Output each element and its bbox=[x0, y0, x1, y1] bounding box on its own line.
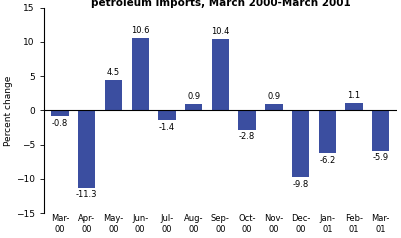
Text: -1.4: -1.4 bbox=[159, 123, 175, 132]
Text: -11.3: -11.3 bbox=[76, 190, 97, 199]
Bar bbox=[158, 110, 176, 120]
Bar bbox=[345, 103, 363, 110]
Bar bbox=[132, 38, 149, 110]
Title: Over-the-month percent change in price index for
petroleum imports, March 2000-M: Over-the-month percent change in price i… bbox=[74, 0, 367, 8]
Bar bbox=[105, 79, 122, 110]
Text: 10.6: 10.6 bbox=[131, 26, 150, 35]
Bar bbox=[292, 110, 309, 178]
Text: 0.9: 0.9 bbox=[187, 92, 200, 101]
Bar bbox=[372, 110, 389, 151]
Text: 10.4: 10.4 bbox=[211, 27, 230, 36]
Text: -9.8: -9.8 bbox=[292, 180, 309, 189]
Bar bbox=[239, 110, 256, 129]
Text: 4.5: 4.5 bbox=[107, 68, 120, 77]
Text: -0.8: -0.8 bbox=[52, 119, 68, 128]
Y-axis label: Percent change: Percent change bbox=[4, 75, 13, 146]
Bar bbox=[185, 104, 203, 110]
Text: 0.9: 0.9 bbox=[267, 92, 280, 101]
Bar bbox=[319, 110, 336, 153]
Text: -5.9: -5.9 bbox=[373, 154, 389, 163]
Bar bbox=[51, 110, 69, 116]
Text: -6.2: -6.2 bbox=[319, 156, 336, 164]
Bar bbox=[78, 110, 95, 188]
Text: -2.8: -2.8 bbox=[239, 132, 255, 141]
Bar bbox=[265, 104, 283, 110]
Text: 1.1: 1.1 bbox=[348, 91, 360, 100]
Bar bbox=[212, 39, 229, 110]
